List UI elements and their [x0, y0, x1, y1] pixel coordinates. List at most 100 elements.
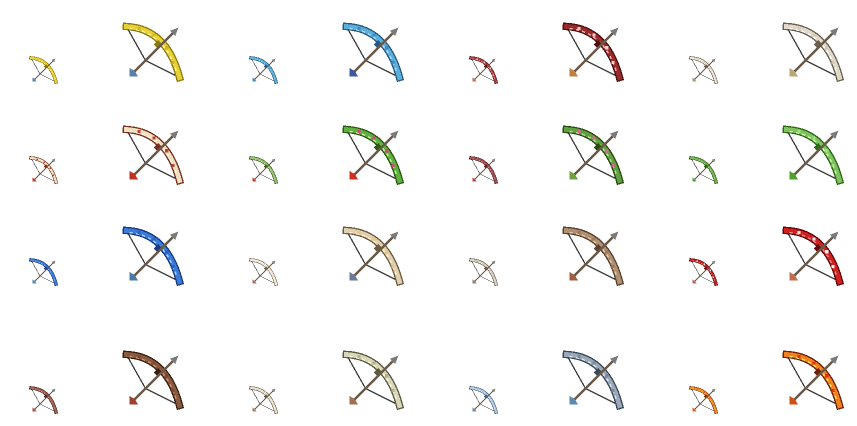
arrow-fletching — [252, 177, 255, 182]
bow-ornament — [812, 237, 816, 241]
bow-ornament — [263, 263, 265, 265]
bow-ornament — [385, 149, 389, 153]
bow-ornament — [391, 61, 395, 65]
arrow-shaft — [571, 29, 617, 75]
bow-ornament — [605, 374, 609, 378]
thorn-bow-small — [468, 154, 500, 186]
bow-ornament — [171, 61, 175, 65]
bow-ornament — [483, 61, 485, 63]
bow-limb — [123, 227, 183, 285]
bow-ornament — [165, 46, 169, 50]
bow-ornament — [489, 67, 491, 69]
bow-ornament — [825, 374, 829, 378]
leaf-bow-small — [688, 154, 720, 186]
bow-ornament — [263, 61, 265, 63]
bow-ornament — [272, 174, 274, 176]
arrow-head — [829, 355, 839, 365]
arrow-shaft — [693, 261, 715, 283]
arrow-head — [609, 27, 619, 37]
bow-ornament — [43, 61, 45, 63]
bow-icon — [249, 156, 279, 185]
bow-limb — [563, 23, 623, 81]
steel-bow-large — [560, 346, 628, 414]
arrow-shaft — [131, 233, 177, 279]
arrow-shaft — [131, 132, 177, 178]
bow-ornament — [592, 361, 596, 365]
arrow-shaft — [33, 261, 55, 283]
bow-ornament — [272, 74, 274, 76]
bow-ornament — [256, 58, 258, 60]
arrow-head — [609, 130, 619, 140]
arrow-head — [51, 158, 56, 163]
arrow-fletching — [692, 177, 695, 182]
bow-icon — [29, 386, 59, 415]
arrow-fletching — [129, 67, 135, 77]
arrow-shaft — [33, 59, 55, 81]
bow-ornament — [489, 397, 491, 399]
arrow-fletching — [349, 399, 359, 405]
arrow-fletching — [349, 67, 355, 77]
arrow-shaft — [791, 132, 837, 178]
walnut-bow-small — [28, 384, 60, 416]
bow-limb — [123, 23, 183, 81]
arrow-fletching — [789, 170, 795, 180]
arrow-shaft — [791, 233, 837, 279]
bow-ornament — [492, 276, 494, 278]
arrow-fletching — [692, 77, 695, 82]
bow-ornament — [171, 265, 175, 269]
birch-bow-small — [248, 384, 280, 416]
arrow-head — [711, 58, 716, 63]
bow-limb — [783, 227, 843, 285]
gold-bow-large — [120, 18, 188, 86]
arrow-fletching — [129, 271, 135, 281]
arrow-fletching — [789, 395, 795, 405]
bow-ornament — [831, 61, 835, 65]
bow-icon — [122, 226, 185, 287]
arrow-head — [169, 130, 179, 140]
arrow-fletching — [32, 79, 37, 82]
bow-limb — [689, 156, 718, 184]
arrow-fletching — [32, 177, 35, 182]
arrow-fletching — [349, 71, 359, 77]
arrow-head — [389, 27, 399, 37]
bow-ornament — [476, 260, 478, 262]
arrow-head — [51, 260, 56, 265]
bow-icon — [782, 22, 845, 83]
bow-ornament — [577, 231, 581, 235]
arrow-fletching — [789, 67, 795, 77]
bow-ornament — [357, 231, 361, 235]
bow-ornament — [577, 130, 581, 134]
bow-icon — [342, 125, 405, 186]
arrow-fletching — [32, 77, 35, 82]
arrow-fletching — [129, 71, 139, 77]
arrow-fletching — [472, 79, 477, 82]
bow-ornament — [372, 361, 376, 365]
arrow-fletching — [252, 279, 255, 284]
arrow-fletching — [252, 79, 257, 82]
bow-limb — [343, 351, 403, 409]
arrow-head — [271, 388, 276, 393]
arrow-head — [491, 158, 496, 163]
arrow-fletching — [472, 77, 475, 82]
bow-ornament — [592, 237, 596, 241]
bow-limb — [249, 56, 278, 84]
arrow-head — [389, 355, 399, 365]
bow-ornament — [357, 27, 361, 31]
arrow-fletching — [252, 77, 255, 82]
bow-ornament — [709, 269, 711, 271]
bow-ornament — [703, 61, 705, 63]
bow-icon — [29, 56, 59, 85]
crimson-bow-small — [688, 256, 720, 288]
arrow-fletching — [569, 67, 575, 77]
arrow-shaft — [253, 159, 275, 181]
arrow-head — [389, 231, 399, 241]
bow-ornament — [269, 397, 271, 399]
ember-bow-small — [688, 384, 720, 416]
arrow-head — [169, 27, 179, 37]
arrow-fletching — [569, 174, 579, 180]
arrow-head — [271, 260, 276, 265]
bow-icon — [562, 22, 625, 83]
bow-ornament — [709, 167, 711, 169]
arrow-fletching — [32, 409, 37, 412]
bone-bow-large — [780, 18, 848, 86]
